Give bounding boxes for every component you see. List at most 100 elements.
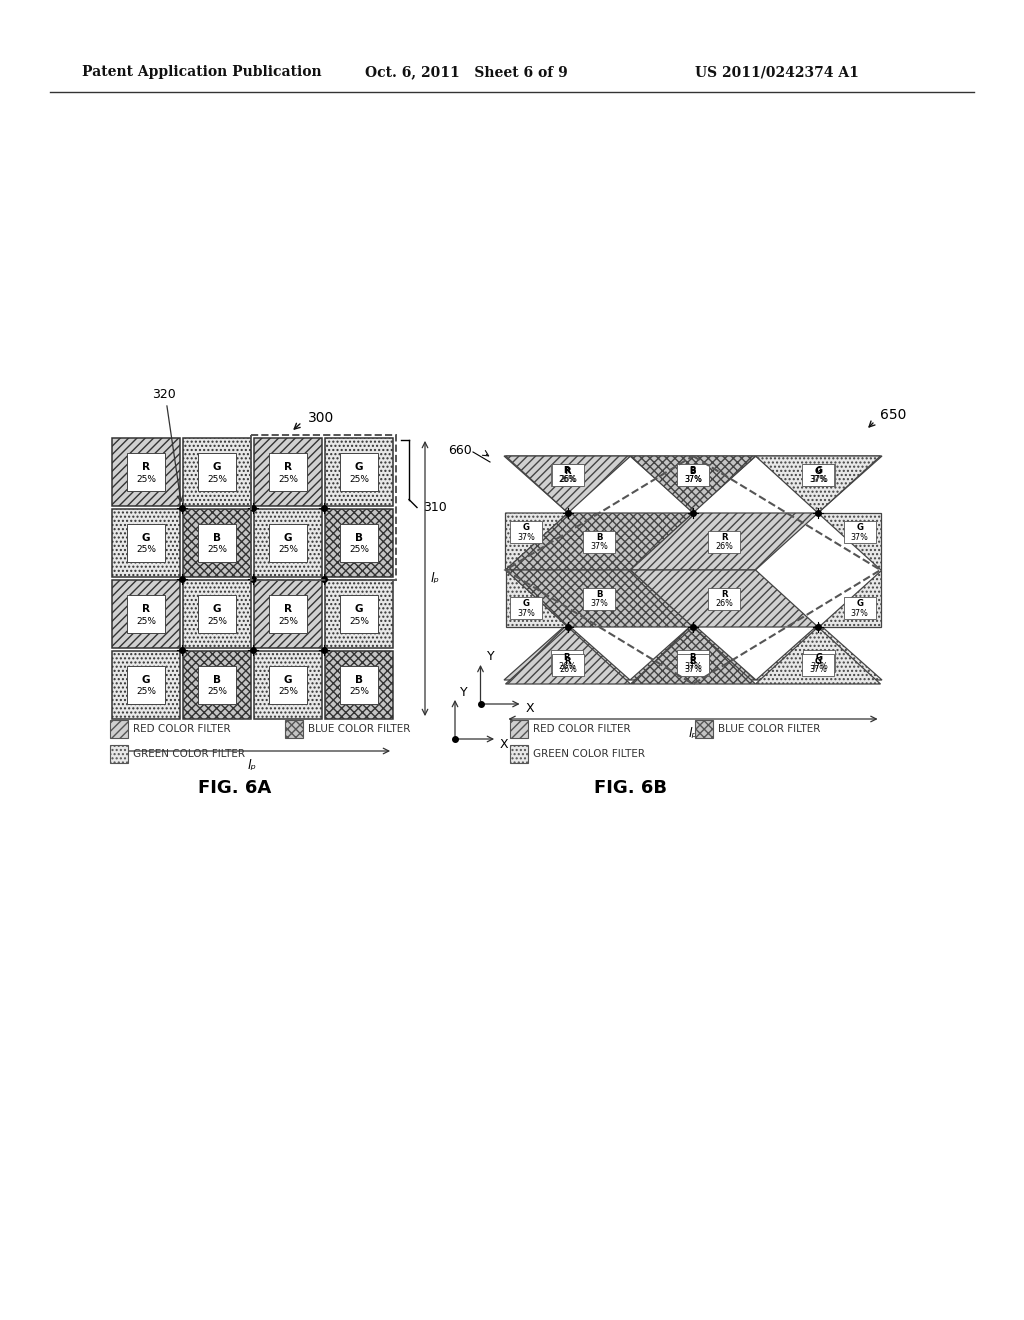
Polygon shape: [506, 513, 693, 570]
Text: 37%: 37%: [809, 475, 827, 484]
Bar: [199, 667, 236, 704]
Text: 25%: 25%: [207, 616, 227, 626]
Text: 25%: 25%: [278, 616, 298, 626]
Text: 25%: 25%: [278, 688, 298, 697]
Polygon shape: [630, 455, 756, 512]
Bar: [183, 579, 251, 648]
Bar: [199, 595, 236, 632]
Bar: [510, 521, 543, 543]
Text: 37%: 37%: [684, 475, 701, 484]
Text: G: G: [354, 462, 364, 473]
Text: B: B: [596, 590, 602, 599]
Bar: [584, 531, 615, 553]
Text: 37%: 37%: [684, 661, 701, 671]
Polygon shape: [506, 513, 568, 570]
Text: G: G: [354, 605, 364, 614]
Bar: [677, 651, 709, 672]
Text: 25%: 25%: [136, 616, 156, 626]
Text: 25%: 25%: [207, 688, 227, 697]
Text: 320: 320: [152, 388, 175, 400]
Bar: [551, 463, 583, 486]
Text: G: G: [815, 466, 822, 475]
Text: Oct. 6, 2011   Sheet 6 of 9: Oct. 6, 2011 Sheet 6 of 9: [365, 65, 567, 79]
Text: 26%: 26%: [558, 475, 575, 484]
Bar: [254, 579, 322, 648]
Text: 37%: 37%: [810, 661, 828, 671]
Text: R: R: [564, 466, 571, 475]
Bar: [110, 744, 128, 763]
Text: R: R: [721, 590, 728, 599]
Text: G: G: [815, 653, 822, 661]
Bar: [112, 579, 180, 648]
Text: FIG. 6B: FIG. 6B: [594, 779, 667, 797]
Bar: [183, 438, 251, 506]
Polygon shape: [818, 570, 881, 627]
Bar: [340, 453, 378, 491]
Text: R: R: [563, 653, 570, 661]
Text: 37%: 37%: [810, 475, 828, 484]
Polygon shape: [631, 627, 756, 684]
Text: G: G: [856, 524, 863, 532]
Bar: [844, 521, 876, 543]
Bar: [269, 667, 307, 704]
Text: B: B: [355, 533, 362, 543]
Polygon shape: [818, 513, 881, 570]
Text: X: X: [525, 702, 535, 715]
Text: 25%: 25%: [349, 545, 369, 554]
Text: lₚ: lₚ: [248, 759, 257, 771]
Text: 26%: 26%: [558, 661, 575, 671]
Text: 25%: 25%: [349, 474, 369, 483]
Text: 26%: 26%: [716, 599, 733, 609]
Bar: [803, 463, 835, 486]
Text: 37%: 37%: [851, 609, 868, 618]
Text: B: B: [690, 466, 696, 475]
Bar: [803, 651, 835, 672]
Text: G: G: [213, 462, 221, 473]
Text: 650: 650: [880, 408, 906, 422]
Text: GREEN COLOR FILTER: GREEN COLOR FILTER: [133, 748, 245, 759]
Bar: [802, 653, 834, 676]
Bar: [552, 465, 584, 486]
Text: B: B: [690, 656, 696, 665]
Bar: [269, 595, 307, 632]
Text: R: R: [564, 656, 571, 665]
Bar: [340, 595, 378, 632]
Text: G: G: [856, 599, 863, 609]
Bar: [340, 667, 378, 704]
Bar: [254, 651, 322, 719]
Text: 37%: 37%: [590, 543, 608, 550]
Polygon shape: [631, 455, 756, 513]
Text: B: B: [596, 533, 602, 543]
Bar: [677, 653, 709, 676]
Bar: [199, 524, 236, 562]
Text: FIG. 6A: FIG. 6A: [199, 779, 271, 797]
Bar: [325, 510, 393, 577]
Polygon shape: [506, 570, 693, 627]
Text: RED COLOR FILTER: RED COLOR FILTER: [133, 723, 230, 734]
Text: G: G: [814, 466, 821, 475]
Text: 25%: 25%: [207, 545, 227, 554]
Text: 37%: 37%: [809, 665, 827, 675]
Text: 26%: 26%: [716, 543, 733, 550]
Bar: [584, 587, 615, 610]
Bar: [340, 524, 378, 562]
Text: US 2011/0242374 A1: US 2011/0242374 A1: [695, 65, 859, 79]
Text: R: R: [563, 466, 570, 475]
Bar: [709, 531, 740, 553]
Bar: [677, 463, 709, 486]
Text: 37%: 37%: [590, 599, 608, 609]
Text: R: R: [284, 462, 292, 473]
Polygon shape: [631, 513, 818, 570]
Bar: [183, 510, 251, 577]
Text: B: B: [690, 466, 696, 475]
Polygon shape: [506, 455, 631, 513]
Bar: [325, 438, 393, 506]
Text: 25%: 25%: [349, 688, 369, 697]
Bar: [802, 465, 834, 486]
Text: 300: 300: [308, 411, 334, 425]
Bar: [183, 651, 251, 719]
Bar: [251, 436, 396, 579]
Bar: [709, 587, 740, 610]
Text: B: B: [213, 533, 221, 543]
Text: 37%: 37%: [517, 609, 536, 618]
